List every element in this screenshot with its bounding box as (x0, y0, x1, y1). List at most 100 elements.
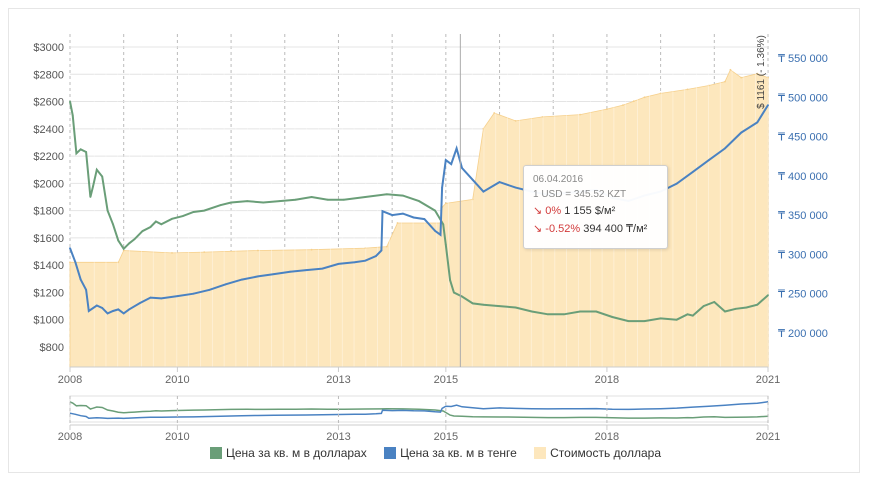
legend-swatch (534, 447, 547, 459)
rate-point (69, 261, 71, 264)
tooltip: 06.04.2016 1 USD = 345.52 KZT ↘ 0% 1 155… (523, 165, 668, 249)
usd-point (691, 314, 694, 317)
kzt-point (112, 310, 114, 312)
usd-point (117, 239, 120, 242)
usd-point (133, 238, 136, 241)
usd-point (643, 320, 646, 322)
rate-point (444, 202, 447, 205)
y-left-tick-label: $800 (40, 342, 64, 354)
usd-point (160, 223, 163, 226)
navigator-tick-label: 2021 (756, 431, 780, 443)
y-right-tick-label: ₸ 200 000 (778, 328, 828, 340)
kzt-point (106, 312, 109, 315)
kzt-point (364, 259, 367, 262)
kzt-point (117, 308, 120, 311)
usd-point (442, 223, 445, 226)
usd-point (675, 318, 678, 321)
legend-label: Цена за кв. м в долларах (226, 446, 367, 460)
kzt-point (740, 131, 743, 134)
usd-point (219, 204, 222, 207)
y-left-tick-label: $2200 (33, 151, 64, 163)
usd-point (449, 279, 451, 282)
x-tick-label: 2008 (58, 374, 82, 386)
usd-point (155, 220, 157, 223)
kzt-point (79, 278, 82, 281)
legend-label: Стоимость доллара (550, 446, 661, 460)
rate-point (122, 249, 125, 252)
rate-point (493, 112, 496, 114)
kzt-point (224, 283, 227, 286)
usd-point (69, 100, 71, 103)
kzt-point (85, 288, 87, 291)
usd-point (702, 305, 705, 307)
kzt-point (444, 159, 447, 162)
usd-point (75, 152, 78, 155)
kzt-point (257, 275, 259, 278)
kzt-point (514, 186, 517, 189)
usd-point (79, 148, 82, 151)
kzt-point (691, 171, 694, 173)
legend-item-usd[interactable]: Цена за кв. м в долларах (210, 446, 367, 460)
usd-point (595, 310, 598, 313)
y-right-tick-label: ₸ 250 000 (778, 289, 828, 301)
usd-point (364, 196, 367, 198)
legend-swatch (384, 447, 397, 459)
usd-point (278, 200, 281, 203)
usd-point (181, 215, 184, 218)
kzt-point (441, 186, 443, 189)
rate-point (643, 96, 646, 99)
kzt-point (498, 181, 501, 184)
y-right-tick-label: ₸ 350 000 (778, 210, 828, 222)
usd-point (262, 201, 265, 204)
kzt-point (423, 218, 426, 221)
current-value-label: $ 1161 (- 1.36%) (756, 35, 767, 109)
y-left-tick-label: $1000 (33, 315, 64, 327)
kzt-point (353, 261, 356, 264)
usd-point (482, 303, 485, 306)
kzt-point (337, 263, 340, 265)
usd-point (767, 294, 769, 297)
navigator-tick-label: 2018 (595, 431, 619, 443)
y-left-tick-label: $2000 (33, 178, 64, 190)
kzt-point (412, 216, 415, 219)
usd-point (547, 313, 549, 316)
y-left-tick-label: $2400 (33, 124, 64, 136)
rate-point (203, 251, 206, 254)
y-left-tick-label: $1800 (33, 206, 64, 218)
usd-point (713, 301, 716, 303)
kzt-point (74, 261, 77, 264)
usd-point (106, 209, 109, 212)
kzt-point (391, 214, 394, 217)
rate-point (310, 248, 313, 251)
kzt-point (101, 307, 104, 309)
legend-item-kzt[interactable]: Цена за кв. м в тенге (384, 446, 517, 460)
rate-point (579, 113, 581, 116)
usd-point (471, 302, 474, 305)
legend-item-rate[interactable]: Стоимость доллара (534, 446, 661, 460)
tooltip-kzt-row: ↘ -0.52% 394 400 ₸/м² (533, 220, 658, 238)
tooltip-date: 06.04.2016 (533, 174, 584, 185)
rate-point (514, 120, 517, 122)
rate-area (69, 65, 769, 368)
kzt-point (273, 273, 275, 275)
y-left-tick-label: $2600 (33, 97, 64, 109)
legend-label: Цена за кв. м в тенге (400, 446, 517, 460)
navigator[interactable]: 2008 2010 2013 2015 2018 2021 (58, 395, 780, 443)
x-tick-label: 2021 (756, 374, 780, 386)
kzt-point (461, 167, 463, 169)
usd-point (453, 291, 455, 294)
tooltip-kzt-change: -0.52% (545, 223, 581, 235)
usd-point (579, 310, 581, 313)
usd-point (326, 198, 329, 201)
y-right-tick-label: ₸ 300 000 (778, 249, 828, 261)
y-right-tick-label: ₸ 400 000 (778, 171, 828, 183)
axes: $800 $1000 $1200 $1400 $1600 $1800 $2000 $2200 $… (33, 35, 827, 386)
usd-point (92, 185, 94, 188)
kzt-point (439, 233, 442, 236)
kzt-point (756, 121, 759, 124)
kzt-point (402, 212, 404, 215)
usd-point (611, 316, 614, 318)
x-tick-label: 2013 (326, 374, 350, 386)
usd-point (294, 198, 297, 201)
